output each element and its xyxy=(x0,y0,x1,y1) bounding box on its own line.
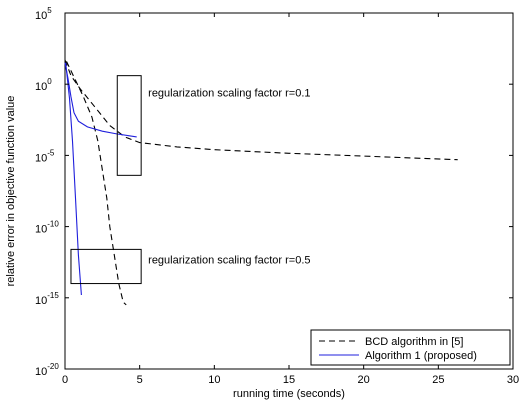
y-tick-label: 10-10 xyxy=(35,220,59,236)
x-tick-label: 5 xyxy=(137,374,143,386)
x-tick-label: 15 xyxy=(283,374,295,386)
x-tick-label: 0 xyxy=(62,374,68,386)
x-tick-label: 25 xyxy=(432,374,444,386)
y-tick-label: 10-15 xyxy=(35,291,59,307)
x-axis-label: running time (seconds) xyxy=(233,388,345,400)
legend-entry-label: Algorithm 1 (proposed) xyxy=(365,350,477,362)
x-tick-label: 30 xyxy=(507,374,519,386)
y-tick-label: 10-20 xyxy=(35,362,59,378)
y-axis-label: relative error in objective function val… xyxy=(5,96,17,287)
y-tick-label: 100 xyxy=(35,77,52,93)
y-tick-label: 105 xyxy=(35,6,52,22)
legend-entry-label: BCD algorithm in [5] xyxy=(365,336,463,348)
annotation-label: regularization scaling factor r=0.1 xyxy=(148,88,310,100)
plot-area xyxy=(65,13,513,369)
annotation-label: regularization scaling factor r=0.5 xyxy=(148,254,310,266)
y-tick-label: 10-5 xyxy=(35,148,55,164)
legend: BCD algorithm in [5] Algorithm 1 (propose… xyxy=(311,330,510,365)
x-tick-label: 10 xyxy=(208,374,220,386)
x-tick-label: 20 xyxy=(358,374,370,386)
